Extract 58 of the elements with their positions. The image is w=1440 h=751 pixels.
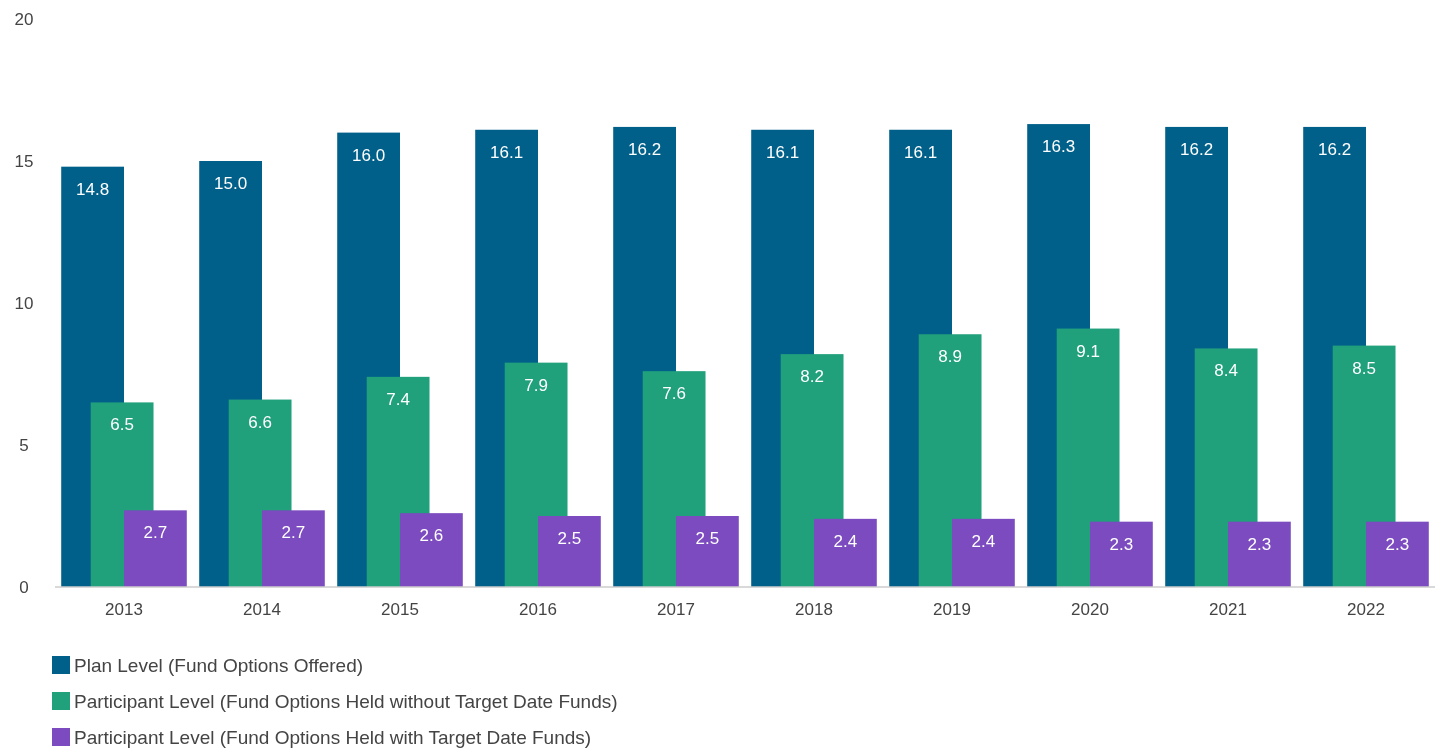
x-tick-label: 2014 bbox=[243, 600, 281, 619]
x-tick-label: 2018 bbox=[795, 600, 833, 619]
x-tick-label: 2015 bbox=[381, 600, 419, 619]
bar bbox=[124, 510, 187, 587]
legend-label: Participant Level (Fund Options Held with Target Date Funds) bbox=[74, 726, 592, 748]
y-tick-label: 0 bbox=[19, 577, 29, 597]
data-label: 16.0 bbox=[352, 145, 386, 165]
data-label: 16.1 bbox=[904, 142, 938, 162]
x-tick-label: 2019 bbox=[933, 600, 971, 619]
data-label: 6.5 bbox=[110, 415, 134, 435]
bar bbox=[538, 516, 601, 587]
bar bbox=[1228, 521, 1291, 587]
data-label: 2.4 bbox=[971, 531, 996, 551]
data-label: 15.0 bbox=[214, 174, 248, 193]
data-label: 16.1 bbox=[766, 142, 800, 162]
legend-label: Plan Level (Fund Options Offered) bbox=[74, 654, 364, 676]
data-label: 7.9 bbox=[524, 375, 548, 395]
y-tick-label: 15 bbox=[14, 151, 34, 171]
x-tick-label: 2020 bbox=[1071, 600, 1109, 619]
data-label: 16.3 bbox=[1042, 137, 1076, 157]
data-label: 8.5 bbox=[1352, 358, 1376, 378]
bar bbox=[1366, 521, 1429, 587]
data-label: 8.9 bbox=[938, 347, 962, 367]
bar bbox=[400, 513, 463, 587]
data-label: 16.2 bbox=[628, 139, 662, 159]
data-label: 9.1 bbox=[1076, 341, 1100, 361]
data-label: 2.3 bbox=[1109, 534, 1134, 554]
y-tick-label: 5 bbox=[19, 435, 29, 455]
data-label: 2.5 bbox=[695, 529, 720, 548]
x-tick-label: 2016 bbox=[519, 600, 557, 619]
data-label: 2.4 bbox=[833, 531, 858, 551]
data-label: 2.6 bbox=[419, 526, 444, 546]
data-label: 2.3 bbox=[1385, 534, 1410, 554]
data-label: 2.3 bbox=[1247, 534, 1272, 554]
data-label: 16.2 bbox=[1318, 139, 1352, 159]
data-label: 16.1 bbox=[490, 142, 524, 162]
data-label: 7.6 bbox=[662, 384, 686, 404]
bar bbox=[676, 516, 739, 587]
data-label: 8.2 bbox=[800, 367, 824, 387]
x-tick-label: 2021 bbox=[1209, 600, 1247, 619]
data-label: 14.8 bbox=[76, 179, 110, 199]
bar bbox=[262, 510, 325, 587]
bar bbox=[952, 518, 1015, 587]
data-label: 8.4 bbox=[1214, 361, 1238, 381]
bar bbox=[1090, 521, 1153, 587]
data-label: 16.2 bbox=[1180, 139, 1214, 159]
x-tick-label: 2013 bbox=[105, 600, 143, 619]
data-label: 2.7 bbox=[281, 523, 306, 543]
legend-label: Participant Level (Fund Options Held without Target Date Funds) bbox=[74, 690, 618, 712]
data-label: 2.5 bbox=[557, 529, 582, 548]
data-label: 6.6 bbox=[248, 412, 272, 432]
x-tick-label: 2017 bbox=[657, 600, 695, 619]
data-label: 7.4 bbox=[386, 389, 410, 409]
data-label: 2.7 bbox=[143, 523, 168, 543]
x-tick-label: 2022 bbox=[1347, 600, 1385, 619]
bar bbox=[814, 518, 877, 587]
y-tick-label: 10 bbox=[14, 293, 34, 313]
y-tick-label: 20 bbox=[14, 9, 34, 29]
